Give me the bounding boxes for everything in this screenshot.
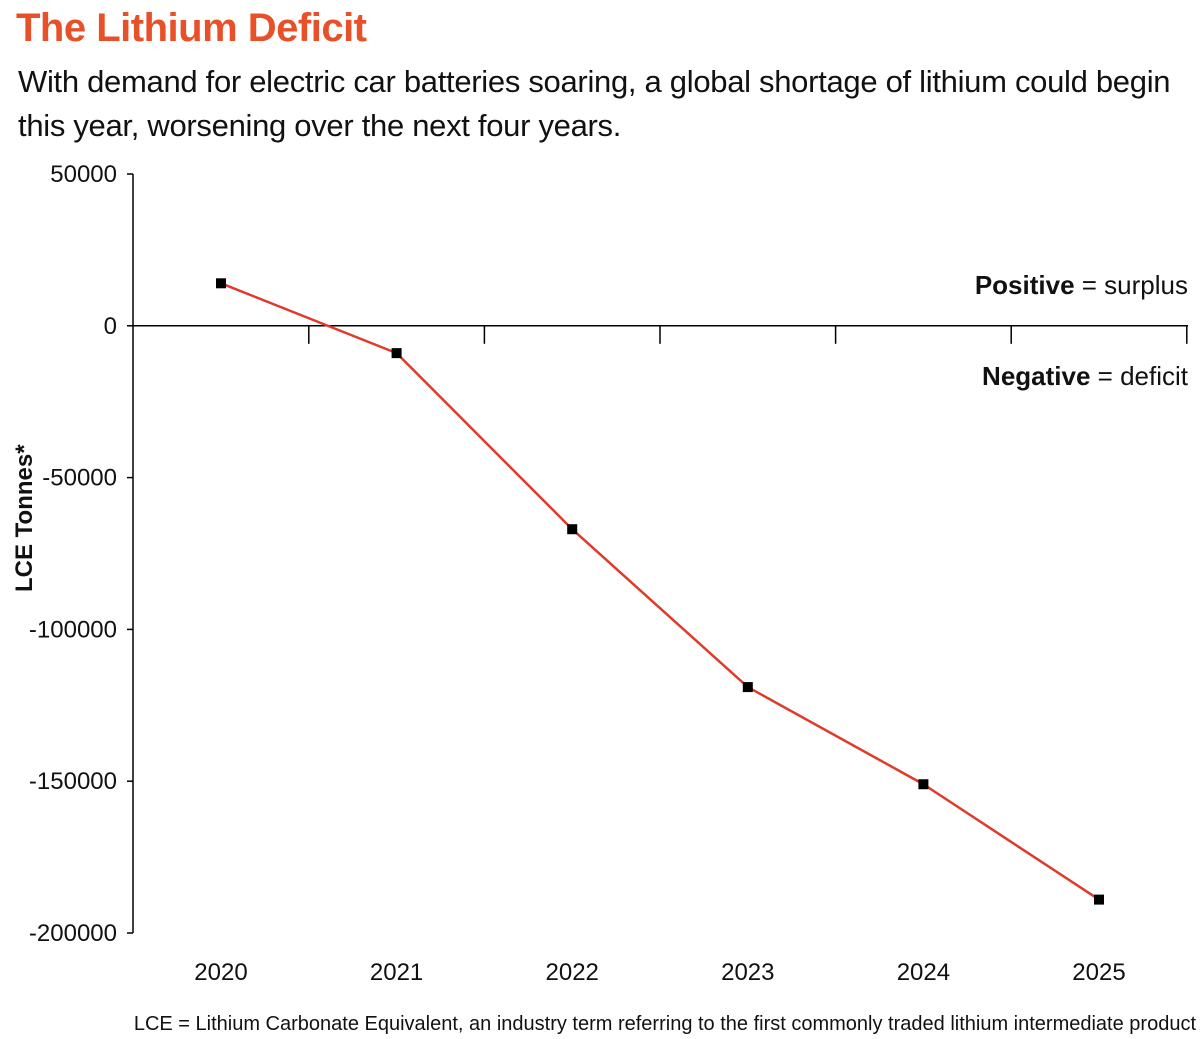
negative-annotation-rest: = deficit: [1090, 361, 1188, 391]
y-axis-ticks: 50000 0 -50000 -100000 -150000 -200000: [29, 161, 133, 947]
positive-annotation: Positive = surplus: [975, 270, 1188, 300]
x-tick-label: 2025: [1072, 959, 1125, 986]
y-tick-label: -150000: [29, 768, 117, 795]
x-tick-label: 2024: [897, 959, 950, 986]
x-tick-label: 2021: [370, 959, 423, 986]
x-axis-ticks: 2020 2021 2022 2023 2024 2025: [194, 325, 1188, 986]
positive-annotation-bold: Positive: [975, 270, 1075, 300]
negative-annotation: Negative = deficit: [982, 361, 1189, 391]
data-point-marker: [391, 348, 402, 359]
negative-annotation-bold: Negative: [982, 361, 1090, 391]
data-point-marker: [216, 278, 226, 289]
data-point-marker: [918, 779, 929, 790]
y-tick-label: -100000: [29, 616, 117, 643]
footnote: LCE = Lithium Carbonate Equivalent, an i…: [134, 1013, 1197, 1035]
series-group: [216, 278, 1104, 905]
y-tick-label: 0: [104, 313, 117, 340]
chart-subtitle: With demand for electric car batteries s…: [18, 64, 1171, 143]
x-tick-label: 2023: [721, 959, 774, 986]
x-tick-label: 2022: [546, 959, 599, 986]
x-tick-label: 2020: [194, 959, 247, 986]
y-axis-label: LCE Tonnes*: [11, 444, 38, 592]
y-tick-label: -200000: [29, 920, 117, 947]
y-tick-label: -50000: [42, 465, 117, 492]
y-tick-label: 50000: [50, 161, 117, 188]
data-point-marker: [567, 524, 578, 535]
positive-annotation-rest: = surplus: [1075, 270, 1188, 300]
data-point-marker: [742, 682, 753, 693]
chart-title: The Lithium Deficit: [16, 6, 367, 50]
data-point-marker: [1094, 894, 1104, 905]
series-line: [220, 282, 1100, 901]
